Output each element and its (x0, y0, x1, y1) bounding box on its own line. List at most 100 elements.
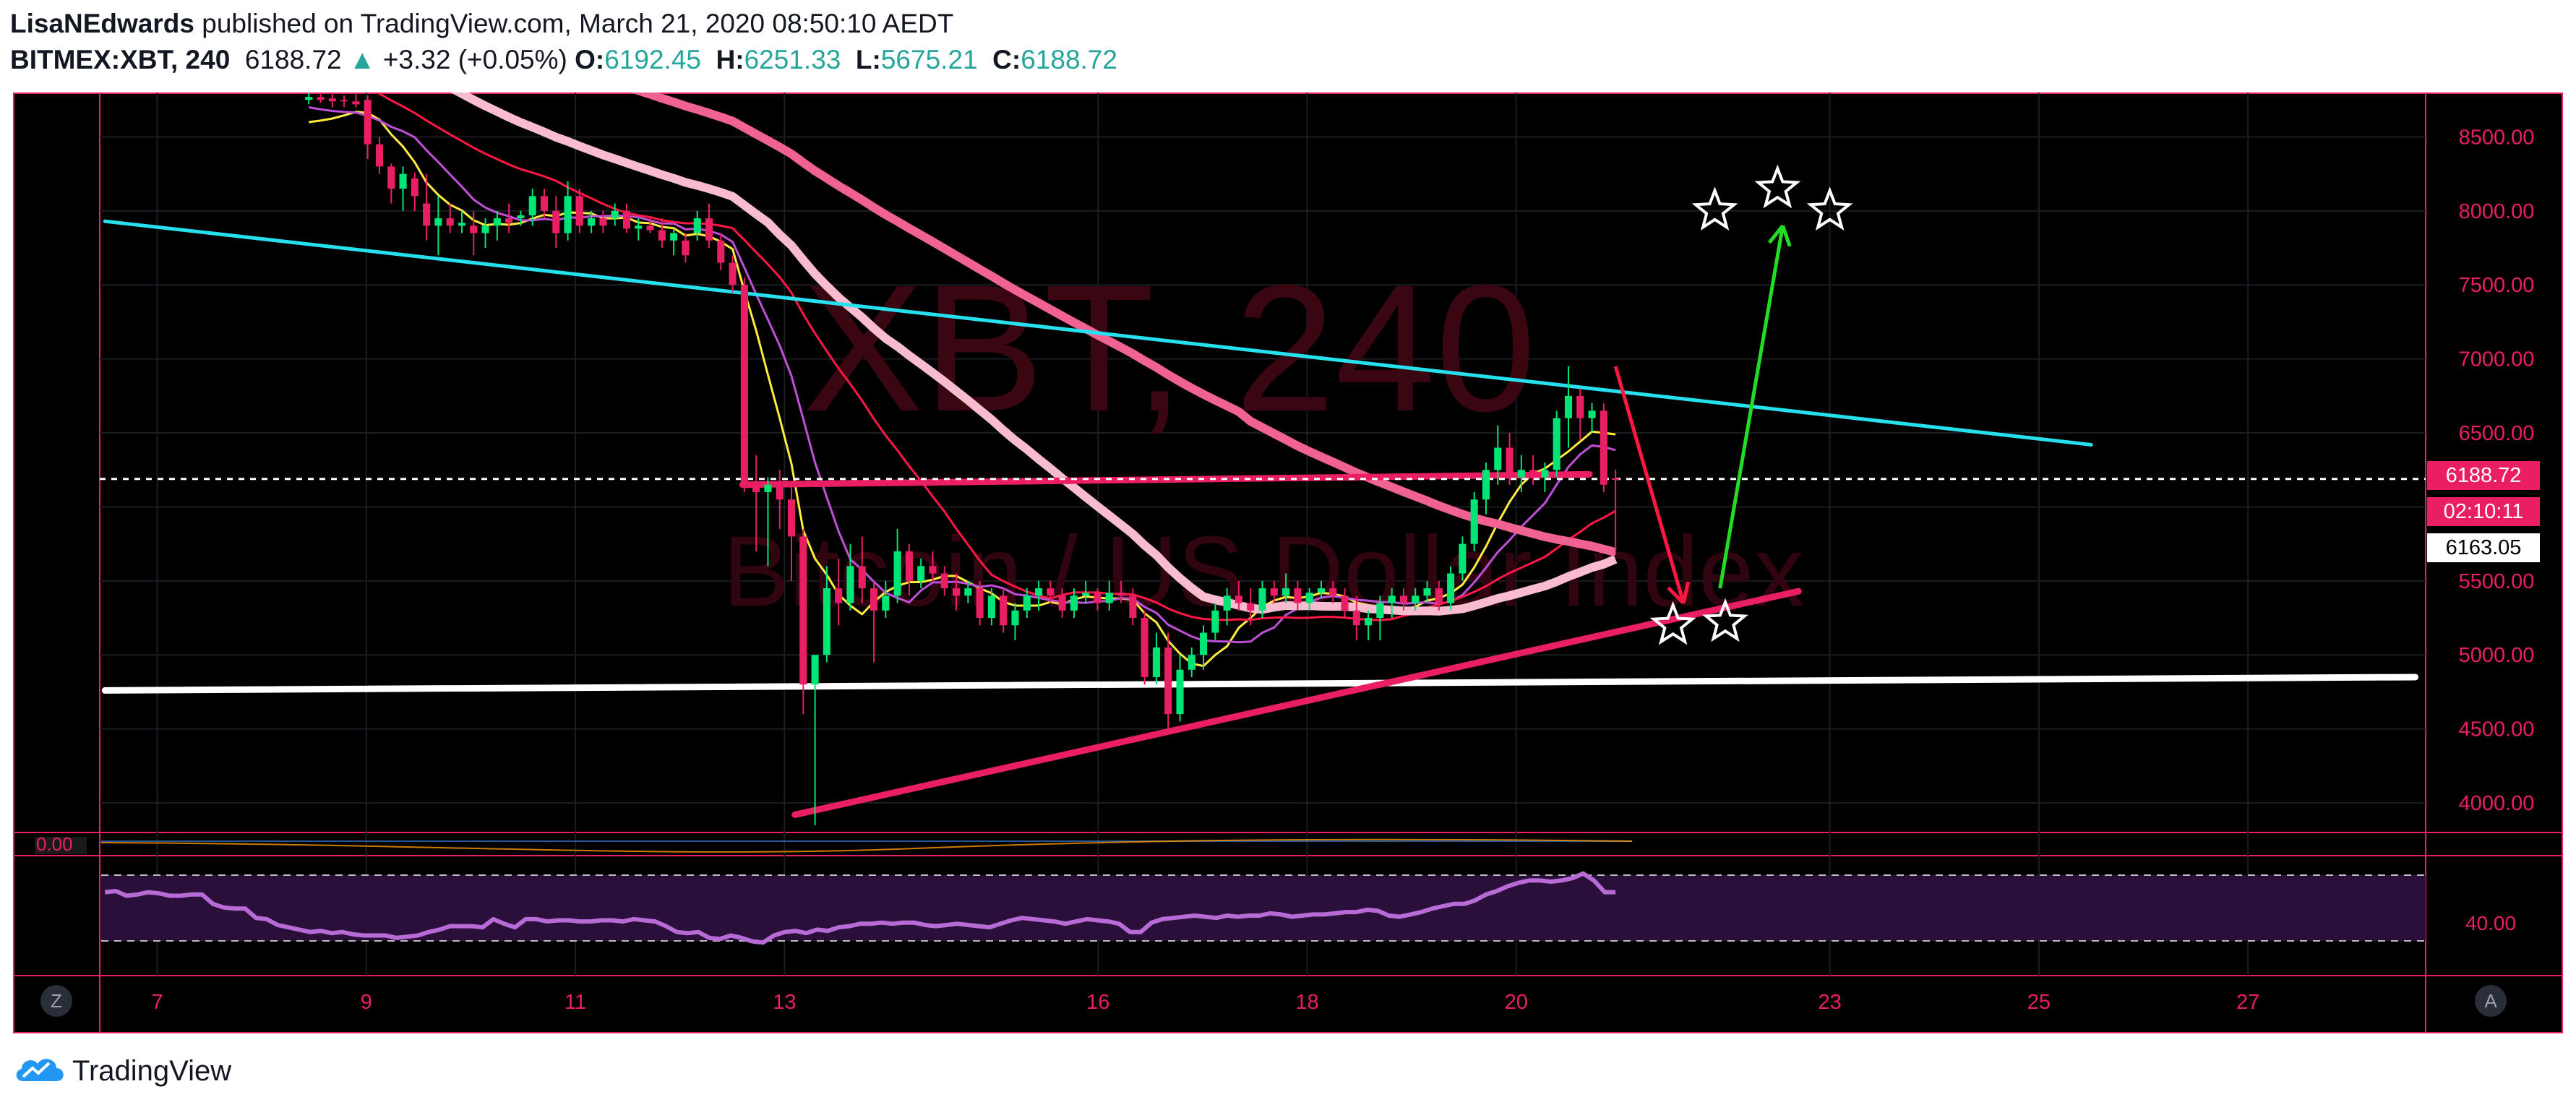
candle-body (1094, 593, 1102, 603)
candle-body (599, 218, 607, 226)
candle-body (1200, 632, 1208, 655)
candle-body (1129, 595, 1137, 619)
candle-body (1223, 595, 1231, 611)
star-icon (1649, 601, 1696, 645)
oscillator-macd-line (100, 838, 1633, 853)
candle-body (622, 210, 631, 229)
countdown-badge-text: 02:10:11 (2444, 500, 2524, 523)
y-tick-label: 7000.00 (2459, 348, 2535, 371)
candle-body (1141, 618, 1149, 677)
candle-body (528, 196, 536, 215)
candle-body (1423, 588, 1431, 596)
author-name[interactable]: LisaNEdwards (10, 9, 194, 38)
candle-body (481, 225, 489, 233)
candle-body (940, 573, 948, 589)
close-value: 6188.72 (1021, 45, 1117, 74)
candle-body (505, 218, 513, 223)
candle-body (1317, 588, 1325, 593)
candle-body (1105, 593, 1113, 603)
ma-deep-pink-line (630, 92, 1617, 557)
candle-body (375, 144, 384, 167)
candle-body (893, 551, 901, 596)
x-tick-label: 27 (2236, 991, 2259, 1014)
candle-body (1365, 618, 1373, 626)
candle-body (1506, 447, 1514, 478)
arrow-head (1767, 224, 1785, 244)
candle-body (387, 166, 395, 189)
candle-body (987, 595, 995, 619)
symbol-line: BITMEX:XBT, 240 6188.72 ▲ +3.32 (+0.05%)… (10, 45, 1117, 75)
candle-body (870, 588, 878, 611)
candle-body (470, 225, 478, 233)
scale-buttons: Z A (40, 985, 2507, 1017)
candle-body (740, 285, 748, 485)
candle-body (1270, 588, 1278, 596)
high-value: 6251.33 (744, 45, 841, 74)
candle-body (1188, 655, 1195, 670)
candle-body (799, 536, 807, 685)
y-tick-label: 4500.00 (2459, 718, 2535, 741)
rsi-band (101, 875, 2426, 941)
candle-body (352, 101, 360, 105)
oscillator-pane: 0.00 (35, 833, 1633, 855)
moving-averages (309, 92, 1618, 668)
candle-body (588, 218, 596, 226)
candle-body (787, 499, 796, 537)
y-tick-label: 4000.00 (2459, 792, 2535, 815)
auto-scale-right-button[interactable] (2475, 985, 2507, 1017)
candle-body (1494, 447, 1502, 470)
price-chart[interactable]: XBT, 240 Bitcoin / US Dollar Index 4000.… (13, 92, 2563, 1033)
oscillator-value-badge (35, 837, 87, 854)
tradingview-brand[interactable]: TradingView (72, 1055, 232, 1087)
watermark-symbol: XBT, 240 (803, 247, 1537, 449)
candle-body (1305, 593, 1313, 603)
candle-body (1553, 418, 1560, 470)
candle-body (1399, 595, 1408, 603)
open-label: O: (575, 45, 605, 74)
candle-body (835, 588, 843, 603)
published-text: published on TradingView.com, March 21, … (202, 9, 954, 38)
candle-body (1258, 588, 1266, 611)
ma-magenta-line (309, 106, 1616, 644)
y-tick-label: 8500.00 (2459, 126, 2535, 149)
candle-body (1000, 595, 1008, 626)
last-price-badge (2427, 461, 2540, 490)
chart-area[interactable]: XBT, 240 Bitcoin / US Dollar Index 4000.… (13, 92, 2563, 1033)
low-label: L: (855, 45, 881, 74)
auto-scale-left-button[interactable] (40, 985, 72, 1017)
candle-body (1376, 603, 1384, 619)
candle-body (517, 215, 525, 219)
chart-header: LisaNEdwards published on TradingView.co… (10, 7, 2569, 88)
candles (305, 92, 1620, 825)
star-icon (1754, 164, 1801, 209)
candle-body (411, 178, 418, 197)
candle-body (764, 484, 772, 492)
candle-body (882, 595, 890, 611)
arrow-head (1667, 586, 1685, 605)
oscillator-top-label: 0.00 (36, 833, 73, 855)
candle-body (1612, 478, 1620, 481)
x-tick-label: 11 (564, 991, 586, 1014)
ma-light-pink-line (450, 92, 1618, 616)
publish-line: LisaNEdwards published on TradingView.co… (10, 9, 953, 39)
ma-red-line (374, 92, 1616, 621)
candle-body (1058, 595, 1066, 611)
y-tick-label: 8000.00 (2459, 200, 2535, 223)
star-icon (1691, 186, 1738, 231)
candle-body (1282, 588, 1290, 596)
candle-body (705, 218, 713, 241)
candle-body (423, 203, 431, 226)
x-tick-label: 23 (1818, 991, 1841, 1014)
scale-right-label: A (2484, 990, 2497, 1012)
time-axis[interactable]: 7 9 11 13 16 18 20 23 25 27 (151, 991, 2259, 1014)
candle-body (575, 196, 583, 226)
candle-body (364, 100, 372, 145)
tradingview-cloud-icon[interactable] (13, 1052, 66, 1084)
close-label: C: (992, 45, 1021, 74)
candle-body (611, 210, 619, 219)
candle-body (1023, 595, 1031, 611)
x-tick-label: 20 (1505, 991, 1528, 1014)
candle-body (1576, 395, 1584, 418)
marker-price-badge (2427, 533, 2540, 562)
candle-body (693, 218, 701, 233)
